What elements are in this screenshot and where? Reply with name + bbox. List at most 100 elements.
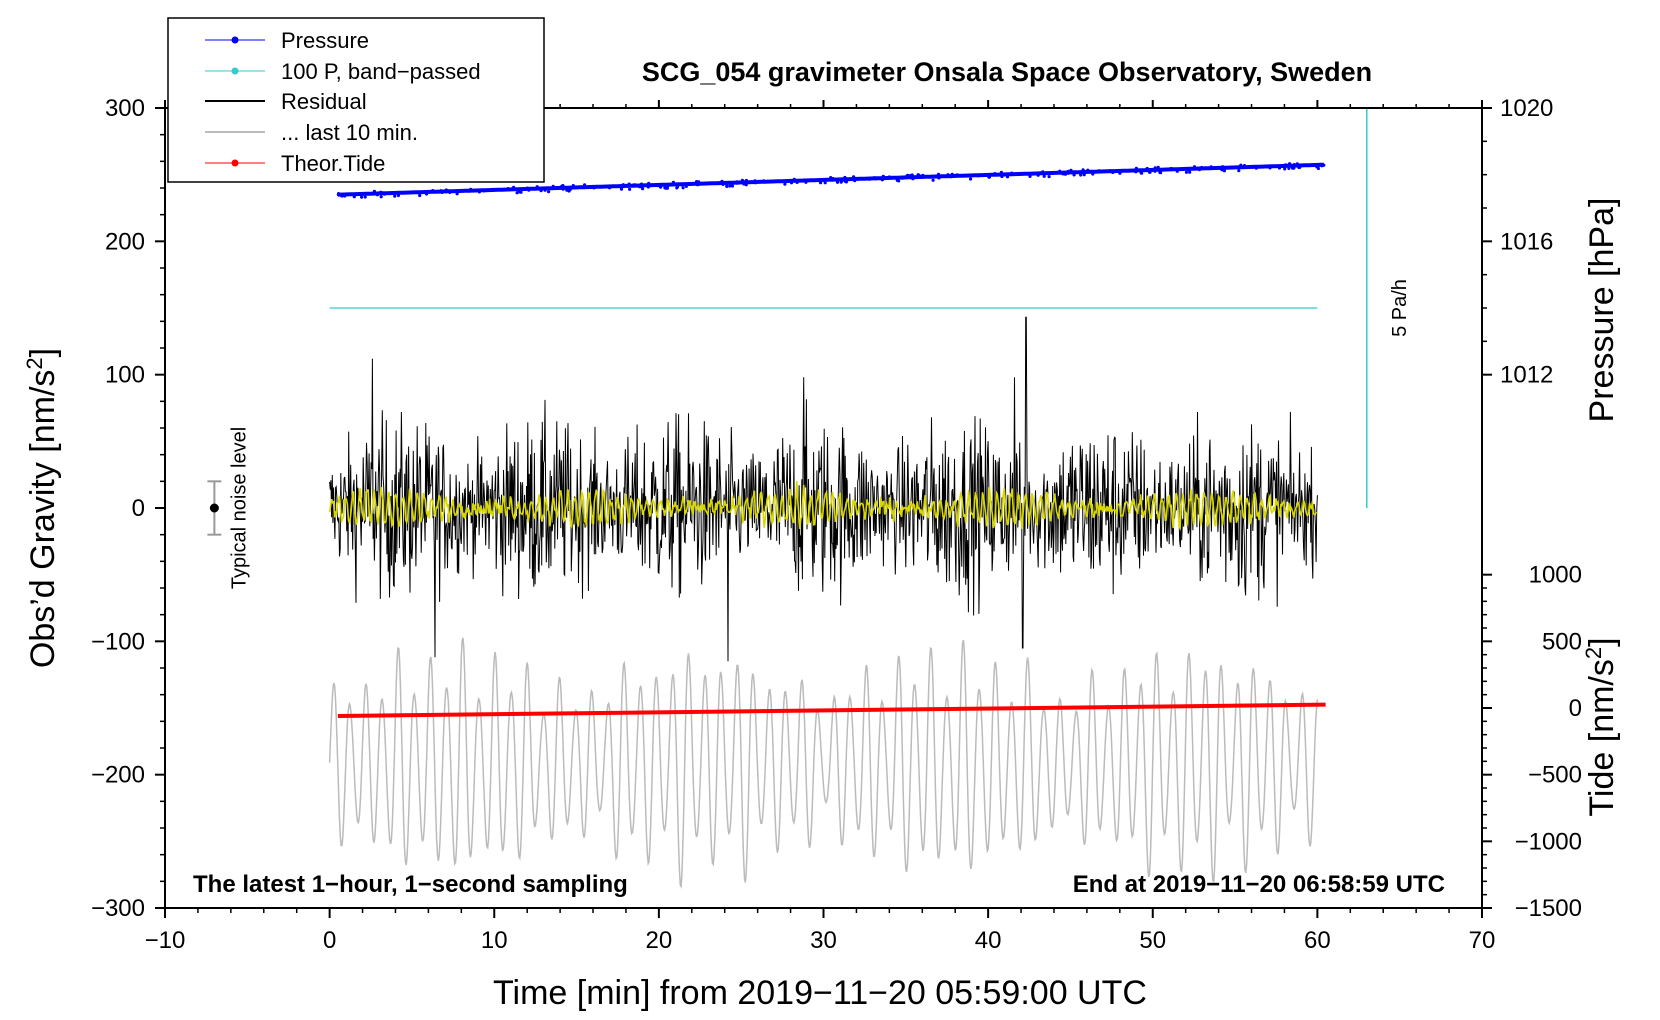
pressure-point <box>628 187 632 191</box>
last-10-min-line <box>328 637 1319 889</box>
x-tick-label: 40 <box>975 927 1002 954</box>
pressure-point <box>627 182 631 186</box>
pressure-point <box>795 180 799 184</box>
legend: Pressure 100 P, band−passed Residual ...… <box>167 17 545 183</box>
pressure-point <box>1082 173 1086 177</box>
x-tick-label: 60 <box>1304 927 1331 954</box>
pressure-point <box>543 188 547 192</box>
tide-tick-label: 1000 <box>1529 562 1582 589</box>
pressure-point <box>561 184 565 188</box>
pressure-point <box>993 172 997 176</box>
y-axis-label-main: Obs’d Gravity [nm/s <box>24 370 62 669</box>
pressure-point <box>1153 166 1157 170</box>
pressure-point <box>619 186 624 190</box>
pressure-point <box>1184 170 1189 174</box>
pressure-point <box>393 194 397 198</box>
pressure-point <box>697 180 701 184</box>
pressure-point <box>418 193 422 198</box>
legend-item-pressure: Pressure <box>205 28 369 53</box>
five-pa-per-hour-marker: 5 Pa/h <box>1366 108 1411 508</box>
pressure-point <box>583 183 587 187</box>
pressure-point <box>835 180 840 184</box>
pressure-point <box>900 176 905 180</box>
pressure-point <box>1062 170 1066 174</box>
pressure-point <box>762 179 766 183</box>
pressure-point <box>425 192 429 196</box>
pressure-point <box>641 187 645 191</box>
pressure-point <box>1134 170 1138 174</box>
pressure-point <box>1242 164 1247 168</box>
sampling-note: The latest 1−hour, 1−second sampling <box>193 871 628 898</box>
pressure-axis-label: Pressure [hPa] <box>1583 198 1621 423</box>
pressure-point <box>1042 174 1046 178</box>
pressure-point <box>930 174 935 178</box>
pressure-point <box>1079 173 1083 177</box>
legend-last-10-min-label: ... last 10 min. <box>281 120 418 145</box>
x-tick-label: 20 <box>646 927 673 954</box>
pressure-point <box>551 184 555 188</box>
pressure-point <box>1066 171 1070 175</box>
pressure-point <box>1165 167 1169 172</box>
pressure-point <box>619 184 623 188</box>
noise-bar-label: Typical noise level <box>228 427 250 589</box>
pressure-point <box>789 181 794 185</box>
pressure-point <box>792 177 796 181</box>
tide-tick-label: −500 <box>1528 762 1582 789</box>
pressure-point <box>1086 168 1090 172</box>
pressure-point <box>382 192 387 196</box>
y-axis-label-end: ] <box>24 348 62 357</box>
pressure-point <box>1010 171 1014 175</box>
x-tick-label: −10 <box>145 927 186 954</box>
tide-axis-label-sup: 2 <box>1581 647 1606 659</box>
pressure-point <box>1028 174 1032 178</box>
y-axis-pressure: 1020 1016 1012 <box>1481 95 1553 389</box>
pressure-point <box>1047 175 1051 179</box>
pressure-point <box>753 181 758 185</box>
pressure-point <box>843 175 847 180</box>
pressure-point <box>1284 163 1288 167</box>
pressure-point <box>1072 173 1076 177</box>
pressure-point <box>937 176 941 180</box>
x-tick-label: 30 <box>810 927 837 954</box>
theoretical-tide-series <box>337 702 1326 718</box>
pressure-point <box>482 189 486 193</box>
pressure-point <box>897 179 901 183</box>
pressure-point <box>936 172 941 176</box>
typical-noise-bar: Typical noise level <box>207 427 250 589</box>
tide-tick-label: 0 <box>1569 695 1582 722</box>
pressure-point <box>439 189 443 193</box>
pressure-point <box>1292 163 1296 167</box>
pressure-point <box>730 184 735 188</box>
pressure-point <box>1292 166 1296 170</box>
noise-bar-center <box>209 503 219 513</box>
pressure-point <box>1209 165 1213 169</box>
pressure-point <box>1317 163 1321 167</box>
pressure-point <box>518 188 522 193</box>
pressure-point <box>336 193 340 197</box>
pressure-point <box>499 187 503 192</box>
pressure-point <box>1169 166 1173 171</box>
pressure-point <box>1287 166 1291 170</box>
y-axis-label: Obs’d Gravity [nm/s2] <box>22 348 62 668</box>
pressure-point <box>880 176 884 180</box>
pressure-point <box>1081 168 1085 172</box>
pressure-point <box>535 185 539 189</box>
x-tick-label: 70 <box>1469 927 1496 954</box>
y-tick-label: 300 <box>105 95 145 122</box>
tide-tick-label: −1500 <box>1515 895 1582 922</box>
pressure-point <box>728 184 732 188</box>
pressure-point <box>740 178 745 182</box>
pressure-point <box>1254 166 1258 170</box>
pressure-point <box>1058 169 1062 173</box>
pressure-point <box>867 177 872 181</box>
pressure-point <box>905 174 909 178</box>
legend-bandpassed-label: 100 P, band−passed <box>281 59 481 84</box>
y-tick-label: −100 <box>91 628 145 655</box>
chart-title: SCG_054 gravimeter Onsala Space Observat… <box>642 57 1372 87</box>
y-tick-label: 100 <box>105 362 145 389</box>
pressure-point <box>1288 162 1292 166</box>
pressure-point <box>375 193 379 197</box>
pressure-point <box>1220 168 1224 172</box>
pressure-point <box>819 181 823 185</box>
pressure-point <box>1108 169 1112 173</box>
